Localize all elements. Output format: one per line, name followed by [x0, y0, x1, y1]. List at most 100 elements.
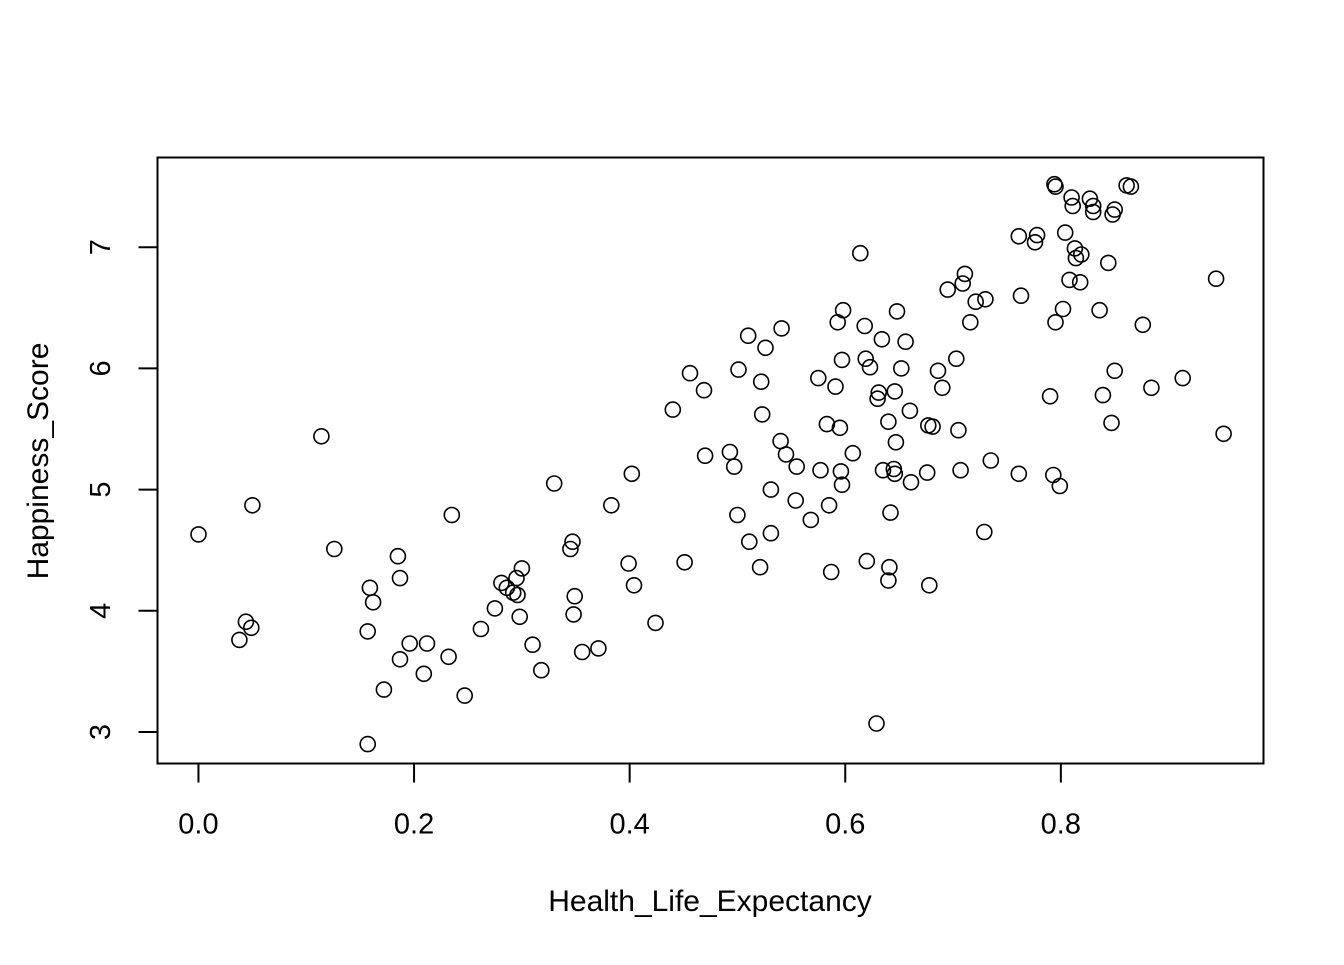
data-point	[1073, 246, 1090, 263]
data-point	[1174, 369, 1191, 387]
data-point	[725, 458, 743, 475]
data-point	[730, 361, 747, 378]
data-point	[676, 553, 693, 571]
data-point	[886, 465, 904, 483]
data-point	[851, 244, 869, 262]
data-point	[1047, 178, 1064, 195]
data-point	[511, 608, 529, 626]
data-point	[566, 587, 584, 605]
data-point	[977, 290, 994, 308]
data-point	[590, 640, 607, 657]
y-axis: 3 4 5 6 7	[85, 239, 159, 740]
data-point	[325, 540, 343, 558]
data-point	[361, 579, 379, 597]
data-point	[1071, 273, 1089, 291]
data-point	[762, 524, 780, 542]
data-point	[882, 504, 899, 521]
data-point	[856, 317, 874, 335]
data-point	[1081, 190, 1099, 207]
x-axis: 0.0 0.2 0.4 0.6 0.8	[178, 762, 1081, 841]
data-point	[1010, 465, 1028, 483]
data-point	[1207, 270, 1225, 288]
data-point	[1084, 203, 1102, 221]
data-point	[415, 665, 433, 683]
data-point	[418, 635, 436, 652]
x-tick-label: 0.2	[394, 809, 434, 841]
data-point	[920, 576, 938, 594]
data-point	[1051, 477, 1069, 495]
data-point	[1028, 226, 1046, 244]
data-point	[1061, 271, 1078, 289]
data-point	[844, 444, 862, 462]
data-point	[833, 476, 851, 494]
data-point	[623, 465, 641, 483]
data-point	[832, 463, 850, 480]
data-point	[443, 506, 461, 524]
data-point	[244, 496, 261, 514]
data-point	[545, 475, 563, 492]
data-point	[721, 443, 739, 461]
x-tick-label: 0.8	[1041, 809, 1081, 841]
data-point	[524, 636, 541, 654]
data-point	[918, 464, 936, 481]
data-point	[1106, 362, 1123, 380]
data-point	[834, 301, 852, 319]
y-tick-label: 7	[85, 239, 117, 255]
data-point	[757, 339, 774, 357]
data-point	[1215, 425, 1232, 443]
data-point	[752, 373, 770, 391]
data-point	[440, 648, 457, 666]
data-point	[788, 458, 806, 475]
y-tick-label: 5	[85, 482, 117, 498]
data-point	[231, 631, 248, 649]
data-point	[1012, 287, 1030, 305]
data-point	[364, 593, 382, 611]
data-point	[870, 384, 888, 401]
data-point	[827, 378, 844, 395]
x-axis-label: Health_Life_Expectancy	[548, 885, 872, 918]
data-point	[493, 574, 510, 592]
data-point	[897, 333, 914, 351]
data-point	[375, 681, 393, 698]
data-point	[858, 552, 876, 570]
data-point	[389, 547, 407, 565]
data-point	[892, 360, 910, 377]
data-point	[1054, 300, 1072, 318]
data-point	[729, 506, 746, 524]
data-point	[857, 350, 875, 368]
x-tick-label: 0.6	[825, 809, 865, 841]
data-point	[880, 413, 897, 431]
data-point	[833, 351, 851, 369]
data-point	[880, 572, 897, 589]
x-tick-label: 0.0	[178, 809, 218, 841]
data-point	[777, 446, 795, 463]
data-point	[762, 481, 780, 498]
data-point	[391, 569, 409, 587]
data-point	[812, 461, 829, 479]
data-point	[956, 265, 974, 283]
data-point	[513, 560, 531, 577]
data-point	[359, 623, 377, 640]
data-point	[602, 496, 620, 514]
data-point	[961, 313, 979, 331]
data-point	[933, 379, 951, 397]
data-point	[565, 606, 582, 623]
data-point	[874, 461, 892, 479]
data-point	[359, 735, 377, 753]
data-point	[1122, 178, 1140, 195]
data-point	[822, 563, 840, 581]
points-layer	[190, 175, 1232, 753]
data-point	[401, 635, 419, 652]
data-point	[739, 327, 757, 345]
data-point	[190, 526, 207, 543]
data-point	[313, 427, 330, 445]
data-point	[901, 402, 919, 420]
data-point	[1143, 379, 1160, 397]
data-point	[237, 613, 255, 631]
data-point	[532, 661, 550, 679]
data-point	[391, 650, 409, 668]
data-point	[1100, 254, 1117, 272]
data-point	[888, 303, 906, 320]
data-point	[952, 461, 969, 479]
